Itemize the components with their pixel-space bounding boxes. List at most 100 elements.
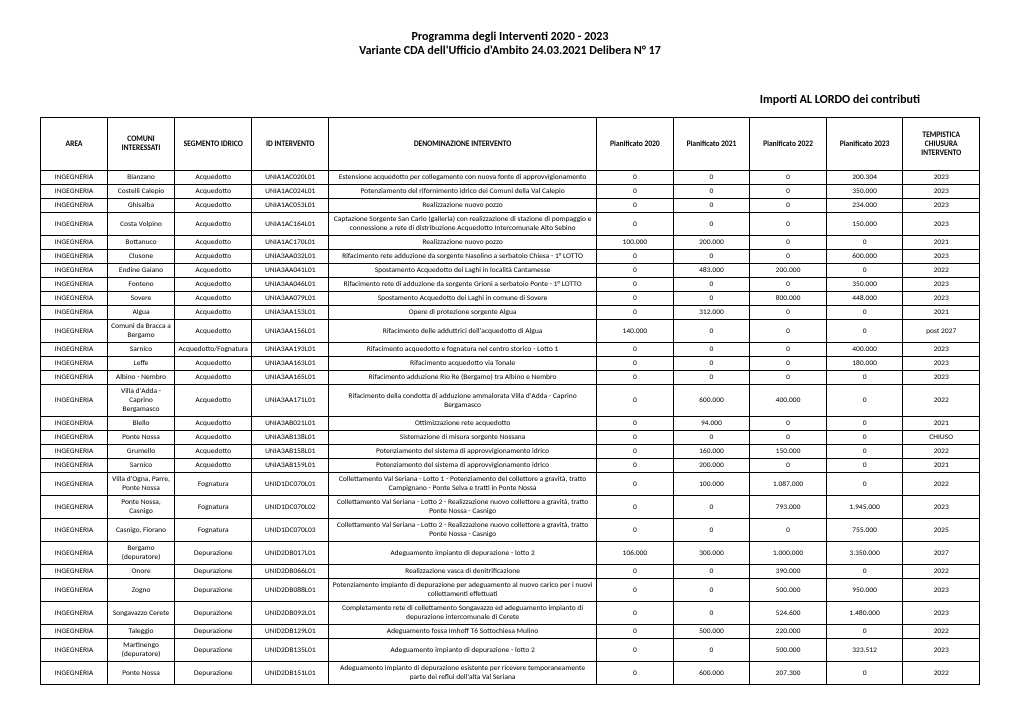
subtitle-text: Importi AL LORDO dei contributi — [760, 93, 920, 107]
cell: 0 — [826, 473, 903, 496]
cell: Acquedotto — [175, 417, 252, 431]
cell: 0 — [597, 264, 674, 278]
cell: 2023 — [903, 199, 980, 213]
cell: Sistemazione di misura sorgente Nossana — [329, 431, 597, 445]
table-head: AREA COMUNI INTERESSATI SEGMENTO IDRICO … — [41, 118, 980, 171]
cell: 950.000 — [826, 579, 903, 602]
cell: UNIA3AA032L01 — [252, 250, 329, 264]
cell: INGEGNERIA — [41, 445, 108, 459]
cell: Spostamento Acquedotto dei Laghi in comu… — [329, 292, 597, 306]
table-row: INGEGNERIACostelli CalepioAcquedottoUNIA… — [41, 185, 980, 199]
cell: 800.000 — [750, 292, 827, 306]
cell: Depurazione — [175, 662, 252, 685]
table-row: INGEGNERIAVilla d'Adda - Caprino Bergama… — [41, 385, 980, 417]
header-row: AREA COMUNI INTERESSATI SEGMENTO IDRICO … — [41, 118, 980, 171]
col-segmento: SEGMENTO IDRICO — [175, 118, 252, 171]
table-row: INGEGNERIAMartinengo (depuratore)Depuraz… — [41, 639, 980, 662]
cell: Rifacimento rete di adduzione da sorgent… — [329, 278, 597, 292]
cell: Completamento rete di collettamento Song… — [329, 602, 597, 625]
cell: Acquedotto — [175, 236, 252, 250]
cell: post 2027 — [903, 320, 980, 343]
cell: 180.000 — [826, 357, 903, 371]
cell: Depurazione — [175, 565, 252, 579]
table-row: INGEGNERIASarnicoAcquedotto/FognaturaUNI… — [41, 343, 980, 357]
cell: 100.000 — [673, 473, 750, 496]
col-area: AREA — [41, 118, 108, 171]
cell: Captazione Sorgente San Carlo (galleria)… — [329, 213, 597, 236]
cell: 2021 — [903, 306, 980, 320]
cell: 0 — [673, 579, 750, 602]
cell: 2027 — [903, 542, 980, 565]
table-row: INGEGNERIASongavazzo CereteDepurazioneUN… — [41, 602, 980, 625]
cell: 2023 — [903, 171, 980, 185]
cell: 0 — [597, 625, 674, 639]
table-row: INGEGNERIAPonte NossaDepurazioneUNID2DB1… — [41, 662, 980, 685]
cell: 0 — [597, 278, 674, 292]
cell: Blello — [108, 417, 175, 431]
cell: UNIA1AC164L01 — [252, 213, 329, 236]
cell: 0 — [597, 602, 674, 625]
col-idintervento: ID INTERVENTO — [252, 118, 329, 171]
cell: 0 — [826, 459, 903, 473]
cell: INGEGNERIA — [41, 306, 108, 320]
cell: 0 — [750, 213, 827, 236]
cell: CHIUSO — [903, 431, 980, 445]
cell: Acquedotto — [175, 264, 252, 278]
cell: 0 — [750, 236, 827, 250]
cell: UNID2DB088L01 — [252, 579, 329, 602]
cell: UNID1DC070L02 — [252, 496, 329, 519]
cell: INGEGNERIA — [41, 473, 108, 496]
cell: Acquedotto — [175, 185, 252, 199]
cell: Costelli Calepio — [108, 185, 175, 199]
table-row: INGEGNERIALeffeAcquedottoUNIA3AA163L01Ri… — [41, 357, 980, 371]
cell: Adeguamento impianto di depurazione - lo… — [329, 542, 597, 565]
cell: INGEGNERIA — [41, 542, 108, 565]
cell: 3.350.000 — [826, 542, 903, 565]
cell: 0 — [750, 250, 827, 264]
cell: 0 — [673, 519, 750, 542]
cell: 2023 — [903, 278, 980, 292]
cell: 448.000 — [826, 292, 903, 306]
cell: Acquedotto — [175, 445, 252, 459]
cell: 390.000 — [750, 565, 827, 579]
cell: 0 — [750, 431, 827, 445]
cell: 0 — [750, 306, 827, 320]
cell: 2022 — [903, 625, 980, 639]
cell: Endine Gaiano — [108, 264, 175, 278]
cell: Costa Volpino — [108, 213, 175, 236]
cell: Acquedotto — [175, 213, 252, 236]
cell: Realizzazione nuovo pozzo — [329, 199, 597, 213]
cell: 0 — [673, 431, 750, 445]
cell: Bergamo (depuratore) — [108, 542, 175, 565]
cell: Potenziamento del sistema di approvvigio… — [329, 445, 597, 459]
cell: Collettamento Val Seriana - Lotto 1 - Po… — [329, 473, 597, 496]
cell: 2023 — [903, 371, 980, 385]
table-row: INGEGNERIASovereAcquedottoUNIA3AA079L01S… — [41, 292, 980, 306]
cell: INGEGNERIA — [41, 519, 108, 542]
table-row: INGEGNERIACasnigo, FioranoFognaturaUNID1… — [41, 519, 980, 542]
cell: UNIA1AC020L01 — [252, 171, 329, 185]
cell: 0 — [826, 236, 903, 250]
cell: UNIA1AC024L01 — [252, 185, 329, 199]
cell: UNIA3AA193L01 — [252, 343, 329, 357]
cell: 2021 — [903, 459, 980, 473]
cell: 234.000 — [826, 199, 903, 213]
table-body: INGEGNERIABianzanoAcquedottoUNIA1AC020L0… — [41, 171, 980, 685]
cell: 0 — [673, 565, 750, 579]
cell: 0 — [826, 385, 903, 417]
cell: INGEGNERIA — [41, 213, 108, 236]
cell: 160.000 — [673, 445, 750, 459]
cell: 0 — [750, 278, 827, 292]
cell: INGEGNERIA — [41, 199, 108, 213]
cell: UNID2DB092L01 — [252, 602, 329, 625]
cell: INGEGNERIA — [41, 357, 108, 371]
cell: Sovere — [108, 292, 175, 306]
cell: UNIA3AA153L01 — [252, 306, 329, 320]
interventi-table: AREA COMUNI INTERESSATI SEGMENTO IDRICO … — [40, 117, 980, 685]
cell: Albino - Nembro — [108, 371, 175, 385]
cell: 350.000 — [826, 278, 903, 292]
cell: 0 — [597, 445, 674, 459]
cell: UNID2DB129L01 — [252, 625, 329, 639]
cell: 2023 — [903, 639, 980, 662]
cell: INGEGNERIA — [41, 662, 108, 685]
